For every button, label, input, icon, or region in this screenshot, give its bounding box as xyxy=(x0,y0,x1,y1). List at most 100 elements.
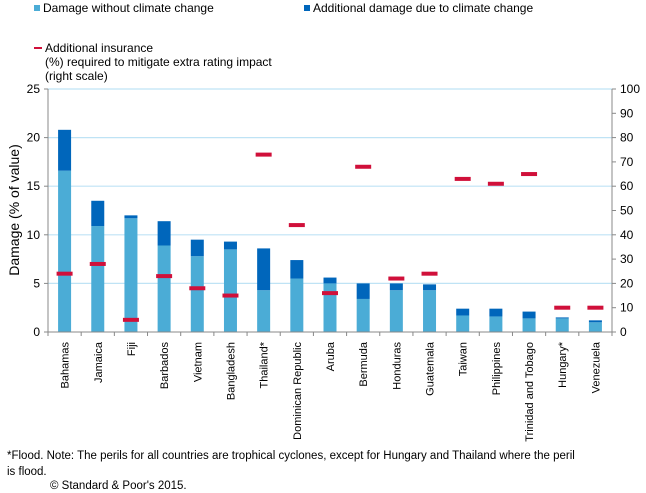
chart-area: 0 5 10 15 20 25 0 10 20 30 40 50 60 70 80 90 100 Bahamas J… xyxy=(6,82,641,442)
y-tick-label: 5 xyxy=(33,276,40,290)
bar-additional xyxy=(91,200,105,227)
bar-base xyxy=(290,278,304,332)
x-tick-label: Honduras xyxy=(391,342,403,390)
x-tick-label: Taiwan xyxy=(458,342,470,376)
bar-additional xyxy=(588,320,602,323)
insurance-marker xyxy=(487,181,504,186)
bar-additional xyxy=(190,239,204,257)
y-tick-label: 0 xyxy=(33,325,40,339)
y2-tick-label: 20 xyxy=(620,276,634,290)
insurance-marker xyxy=(222,293,239,298)
y2-tick-label: 40 xyxy=(620,228,634,242)
legend-item-insurance: Additional insurance (%) required to mit… xyxy=(34,41,272,83)
y-tick-label: 15 xyxy=(27,179,41,193)
insurance-marker xyxy=(521,172,538,177)
x-tick-label: Philippines xyxy=(491,342,503,396)
legend-swatch-additional xyxy=(304,5,310,11)
bar-base xyxy=(223,249,237,332)
legend-label-base: Damage without climate change xyxy=(43,1,214,15)
x-tick-label: Venezuela xyxy=(590,341,602,393)
x-tick-label: Dominican Republic xyxy=(292,342,304,440)
y-tick-label: 25 xyxy=(27,82,41,96)
x-tick-label: Guatemala xyxy=(425,341,437,396)
x-tick-label: Vietnam xyxy=(192,342,204,382)
insurance-marker xyxy=(454,176,471,181)
bar-base xyxy=(257,290,271,332)
footnote-line2: is flood. xyxy=(7,466,47,478)
y2-tick-label: 60 xyxy=(620,179,634,193)
y-tick-label: 10 xyxy=(27,228,41,242)
x-tick-label: Bangladesh xyxy=(225,342,237,400)
x-tick-label: Fiji xyxy=(126,342,138,356)
bar-additional xyxy=(58,129,72,171)
bar-additional xyxy=(489,308,503,317)
bar-additional xyxy=(257,248,271,291)
insurance-marker xyxy=(388,276,405,281)
bar-base xyxy=(157,245,171,332)
x-tick-label: Hungary* xyxy=(557,341,569,388)
y2-tick-label: 90 xyxy=(620,106,634,120)
bar-additional xyxy=(323,277,337,284)
bar-base xyxy=(522,318,536,332)
bar-base xyxy=(124,218,138,332)
bar-additional xyxy=(522,311,536,319)
bar-base xyxy=(456,315,470,332)
y2-tick-label: 10 xyxy=(620,301,634,315)
y2-tick-label: 80 xyxy=(620,131,634,145)
bar-base xyxy=(555,318,569,332)
insurance-marker xyxy=(587,305,604,310)
axes: 0 5 10 15 20 25 0 10 20 30 40 50 60 70 80 90 100 Bahamas J… xyxy=(27,82,641,442)
insurance-marker xyxy=(122,317,139,322)
bar-additional xyxy=(356,283,370,299)
bars xyxy=(58,129,602,332)
y-axis-label: Damage (% of value) xyxy=(6,144,22,276)
insurance-marker xyxy=(255,152,272,157)
bar-additional xyxy=(423,284,437,291)
bar-base xyxy=(423,290,437,332)
bar-base xyxy=(323,283,337,332)
bar-base xyxy=(58,170,72,332)
x-tick-label: Barbados xyxy=(159,342,171,390)
legend-item-base: Damage without climate change xyxy=(34,1,214,15)
x-tick-label: Thailand* xyxy=(259,341,271,388)
y2-tick-label: 50 xyxy=(620,204,634,218)
insurance-marker xyxy=(355,164,372,169)
bar-base xyxy=(91,226,105,332)
y2-tick-label: 30 xyxy=(620,252,634,266)
footnote-line1: *Flood. Note: The perils for all countri… xyxy=(7,450,575,462)
insurance-marker xyxy=(189,286,206,291)
x-tick-label: Trinidad and Tobago xyxy=(524,342,536,442)
legend-label-insurance-1: Additional insurance xyxy=(45,41,154,55)
x-tick-label: Aruba xyxy=(325,341,337,371)
bar-additional xyxy=(124,215,138,219)
legend-label-additional: Additional damage due to climate change xyxy=(313,1,534,15)
legend-swatch-base xyxy=(34,5,40,11)
legend-item-additional: Additional damage due to climate change xyxy=(304,1,533,15)
insurance-markers xyxy=(56,152,604,322)
x-tick-label: Jamaica xyxy=(93,341,105,383)
legend-swatch-insurance xyxy=(34,47,42,49)
y-tick-label: 20 xyxy=(27,131,41,145)
insurance-marker xyxy=(322,291,338,296)
bar-additional xyxy=(157,221,171,246)
x-tick-label: Bahamas xyxy=(60,342,72,389)
legend-label-insurance-3: (right scale) xyxy=(45,69,108,83)
y2-tick-label: 70 xyxy=(620,155,634,169)
y2-tick-label: 0 xyxy=(620,325,627,339)
bar-additional xyxy=(456,308,470,316)
bar-additional xyxy=(555,317,569,319)
insurance-marker xyxy=(421,271,438,276)
insurance-marker xyxy=(56,271,73,276)
bar-base xyxy=(356,298,370,332)
y2-tick-label: 100 xyxy=(620,82,640,96)
legend-label-insurance-2: (%) required to mitigate extra rating im… xyxy=(45,55,272,69)
bar-base xyxy=(190,256,204,332)
insurance-marker xyxy=(89,261,106,266)
bar-base xyxy=(489,316,503,332)
copyright: © Standard & Poor's 2015. xyxy=(50,480,187,492)
insurance-marker xyxy=(156,274,173,279)
insurance-marker xyxy=(288,223,305,228)
bar-base xyxy=(389,290,403,332)
bar-additional xyxy=(389,283,403,291)
bar-additional xyxy=(223,241,237,250)
